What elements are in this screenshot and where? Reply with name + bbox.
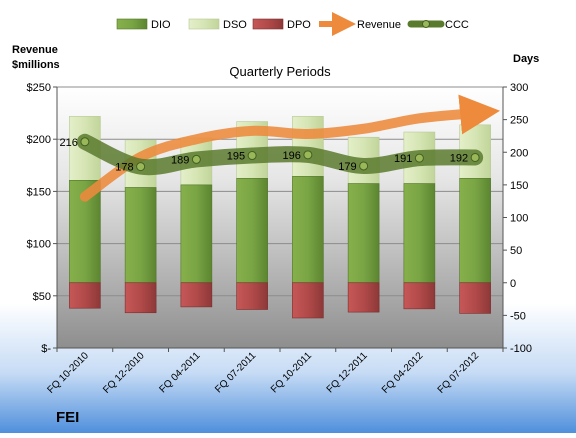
legend-swatch-dio	[116, 18, 148, 30]
legend-label-dso: DSO	[223, 19, 247, 31]
ccc-point	[414, 153, 424, 163]
left-tick-label: $250	[27, 82, 51, 94]
left-tick-label: $100	[27, 239, 51, 251]
bar-dio	[180, 184, 213, 284]
left-axis-label-line1: Revenue	[12, 44, 58, 56]
right-tick-label: 50	[510, 245, 522, 257]
legend-label-revenue: Revenue	[357, 19, 401, 31]
lines: 216 178 189 195 196 179 191 192	[60, 94, 501, 202]
right-tick-label: 300	[510, 82, 528, 94]
bar-dpo	[292, 282, 324, 319]
ccc-point	[359, 161, 369, 171]
ccc-data-label: 179	[338, 161, 356, 173]
bar-dpo	[180, 282, 213, 308]
legend: DIO DSO DPO Revenue CCC	[116, 12, 469, 36]
bar-dio	[292, 176, 324, 284]
ccc-point	[80, 137, 90, 147]
ccc-data-label: 178	[115, 162, 133, 174]
left-axis-label-line2: $millions	[12, 59, 60, 71]
bar-dio	[347, 183, 380, 284]
legend-swatch-ccc-marker	[422, 20, 430, 28]
right-tick-label: 200	[510, 147, 528, 159]
ccc-line	[76, 133, 484, 176]
ccc-data-label: 216	[60, 137, 78, 149]
ccc-data-label: 189	[171, 154, 189, 166]
revenue-line	[79, 94, 501, 202]
bar-dpo	[459, 282, 491, 314]
right-tick-label: 250	[510, 115, 528, 127]
right-tick-label: 100	[510, 213, 528, 225]
ccc-data-label: 196	[283, 150, 301, 162]
ccc-point	[191, 154, 201, 164]
bar-dpo	[347, 282, 380, 313]
ccc-point	[303, 150, 313, 160]
bar-dio	[459, 178, 491, 284]
legend-swatch-dpo	[252, 18, 284, 30]
ccc-data-label: 195	[227, 151, 245, 163]
left-tick-label: $200	[27, 134, 51, 146]
bar-dpo	[124, 282, 157, 314]
bar-dio	[236, 178, 268, 284]
ccc-data-label: 191	[394, 153, 412, 165]
left-tick-label: $-	[41, 343, 51, 355]
plot-area	[57, 87, 503, 348]
ccc-point	[136, 162, 146, 172]
bar-dpo	[236, 282, 268, 310]
bar-dpo	[69, 282, 101, 309]
ccc-point	[247, 151, 257, 161]
right-tick-label: 150	[510, 180, 528, 192]
ccc-data-label: 192	[450, 152, 468, 164]
legend-label-dio: DIO	[151, 19, 171, 31]
legend-label-ccc: CCC	[445, 19, 469, 31]
right-axis-label: Days	[513, 53, 539, 65]
right-tick-label: 0	[510, 278, 516, 290]
left-tick-label: $150	[27, 186, 51, 198]
legend-swatch-dso	[188, 18, 220, 30]
left-tick-label: $50	[33, 291, 51, 303]
bar-dpo	[403, 282, 436, 310]
right-tick-label: -50	[510, 310, 526, 322]
bar-dio	[124, 187, 157, 284]
bar-dio	[403, 183, 436, 284]
chart-title: Quarterly Periods	[229, 64, 331, 79]
ccc-point	[470, 152, 480, 162]
legend-label-dpo: DPO	[287, 19, 311, 31]
company-label: FEI	[56, 409, 79, 426]
right-tick-label: -100	[510, 343, 532, 355]
